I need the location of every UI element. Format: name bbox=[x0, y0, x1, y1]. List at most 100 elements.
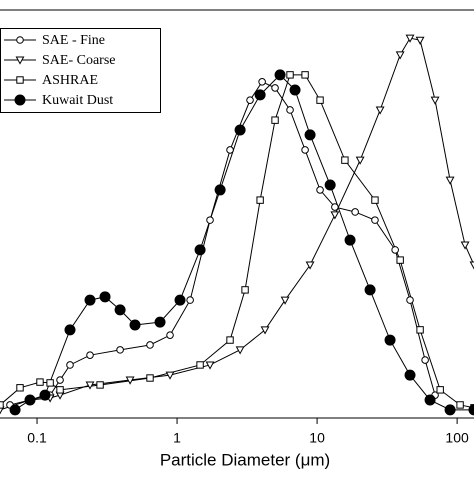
data-point bbox=[165, 371, 175, 380]
data-point bbox=[364, 284, 376, 296]
legend-label: ASHRAE bbox=[42, 73, 98, 88]
data-point bbox=[186, 296, 194, 304]
data-point bbox=[254, 89, 266, 101]
data-point bbox=[260, 326, 270, 335]
series-line bbox=[9, 81, 436, 406]
data-point bbox=[406, 296, 414, 304]
data-point bbox=[421, 356, 429, 364]
data-point bbox=[39, 389, 51, 401]
series-line bbox=[0, 74, 474, 409]
data-point bbox=[96, 381, 104, 389]
legend-label: SAE- Coarse bbox=[42, 53, 116, 68]
data-point bbox=[146, 341, 154, 349]
data-point bbox=[415, 36, 425, 45]
data-point bbox=[271, 84, 279, 92]
data-point bbox=[206, 216, 214, 224]
data-point bbox=[341, 156, 349, 164]
data-point bbox=[405, 34, 415, 43]
data-point bbox=[396, 256, 404, 264]
data-point bbox=[404, 369, 416, 381]
data-point bbox=[84, 294, 96, 306]
series-line bbox=[0, 37, 474, 411]
data-point bbox=[174, 294, 186, 306]
data-point bbox=[46, 379, 54, 387]
data-point bbox=[468, 404, 474, 416]
data-point bbox=[445, 176, 455, 185]
series-line bbox=[14, 74, 474, 411]
data-point bbox=[304, 129, 316, 141]
data-point bbox=[125, 376, 135, 385]
legend-marker bbox=[15, 56, 25, 65]
data-point bbox=[241, 286, 249, 294]
data-point bbox=[384, 334, 396, 346]
x-tick-label: 100 bbox=[445, 430, 469, 446]
legend-box bbox=[0, 28, 161, 113]
data-point bbox=[316, 96, 324, 104]
data-point bbox=[196, 361, 204, 369]
data-point bbox=[226, 336, 234, 344]
x-tick-label: 0.1 bbox=[27, 430, 47, 446]
data-point bbox=[469, 261, 474, 270]
legend-marker bbox=[16, 76, 24, 84]
data-point bbox=[324, 179, 336, 191]
data-point bbox=[416, 326, 424, 334]
data-point bbox=[355, 156, 365, 165]
data-point bbox=[460, 241, 470, 250]
data-point bbox=[375, 106, 385, 115]
data-point bbox=[351, 208, 359, 216]
data-point bbox=[205, 361, 215, 370]
data-point bbox=[36, 378, 44, 386]
data-point bbox=[16, 384, 24, 392]
data-point bbox=[280, 296, 290, 305]
data-point bbox=[436, 386, 444, 394]
data-point bbox=[166, 331, 174, 339]
data-point bbox=[234, 124, 246, 136]
data-point bbox=[316, 186, 324, 194]
legend-label: SAE - Fine bbox=[42, 33, 105, 48]
legend-marker bbox=[16, 36, 24, 44]
data-point bbox=[116, 346, 124, 354]
x-tick-label: 10 bbox=[309, 430, 325, 446]
data-point bbox=[344, 234, 356, 246]
data-point bbox=[444, 404, 456, 416]
data-point bbox=[271, 116, 279, 124]
data-point bbox=[99, 291, 111, 303]
data-point bbox=[286, 106, 294, 114]
data-point bbox=[0, 401, 4, 409]
data-point bbox=[289, 84, 301, 96]
data-point bbox=[424, 394, 436, 406]
data-point bbox=[246, 96, 254, 104]
data-point bbox=[301, 71, 309, 79]
data-point bbox=[24, 394, 36, 406]
data-point bbox=[194, 244, 206, 256]
data-point bbox=[256, 196, 264, 204]
legend-label: Kuwait Dust bbox=[42, 93, 113, 108]
x-axis-label: Particle Diameter (μm) bbox=[160, 450, 330, 469]
data-point bbox=[86, 351, 94, 359]
legend-marker bbox=[14, 94, 26, 106]
x-tick-label: 1 bbox=[173, 430, 181, 446]
data-point bbox=[66, 361, 74, 369]
data-point bbox=[9, 404, 21, 416]
data-point bbox=[56, 376, 64, 384]
data-point bbox=[64, 324, 76, 336]
data-point bbox=[258, 78, 266, 86]
data-point bbox=[154, 316, 166, 328]
data-point bbox=[331, 203, 339, 211]
data-point bbox=[371, 216, 379, 224]
data-point bbox=[456, 401, 464, 409]
data-point bbox=[301, 146, 309, 154]
data-point bbox=[56, 386, 64, 394]
data-point bbox=[395, 51, 405, 60]
data-point bbox=[114, 304, 126, 316]
data-point bbox=[274, 69, 286, 81]
data-point bbox=[430, 96, 440, 105]
data-point bbox=[286, 71, 294, 79]
data-point bbox=[226, 146, 234, 154]
data-point bbox=[391, 246, 399, 254]
data-point bbox=[330, 211, 340, 220]
data-point bbox=[305, 261, 315, 270]
data-point bbox=[146, 374, 154, 382]
